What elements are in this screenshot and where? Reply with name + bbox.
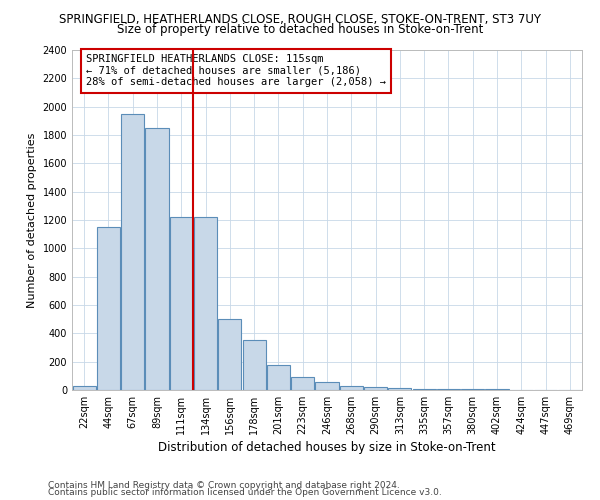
Bar [194, 217, 217, 390]
Text: SPRINGFIELD, HEATHERLANDS CLOSE, ROUGH CLOSE, STOKE-ON-TRENT, ST3 7UY: SPRINGFIELD, HEATHERLANDS CLOSE, ROUGH C… [59, 12, 541, 26]
Bar [73, 386, 95, 390]
Bar [291, 378, 314, 390]
X-axis label: Distribution of detached houses by size in Stoke-on-Trent: Distribution of detached houses by size … [158, 441, 496, 454]
Bar [316, 382, 338, 390]
Bar [413, 388, 436, 390]
Text: SPRINGFIELD HEATHERLANDS CLOSE: 115sqm
← 71% of detached houses are smaller (5,1: SPRINGFIELD HEATHERLANDS CLOSE: 115sqm ←… [86, 54, 386, 88]
Bar [121, 114, 144, 390]
Bar [437, 389, 460, 390]
Bar [364, 388, 387, 390]
Bar [145, 128, 169, 390]
Bar [267, 365, 290, 390]
Y-axis label: Number of detached properties: Number of detached properties [27, 132, 37, 308]
Bar [170, 217, 193, 390]
Text: Contains public sector information licensed under the Open Government Licence v3: Contains public sector information licen… [48, 488, 442, 497]
Bar [97, 227, 120, 390]
Bar [340, 386, 363, 390]
Text: Contains HM Land Registry data © Crown copyright and database right 2024.: Contains HM Land Registry data © Crown c… [48, 480, 400, 490]
Text: Size of property relative to detached houses in Stoke-on-Trent: Size of property relative to detached ho… [117, 22, 483, 36]
Bar [388, 388, 412, 390]
Bar [242, 340, 266, 390]
Bar [218, 319, 241, 390]
